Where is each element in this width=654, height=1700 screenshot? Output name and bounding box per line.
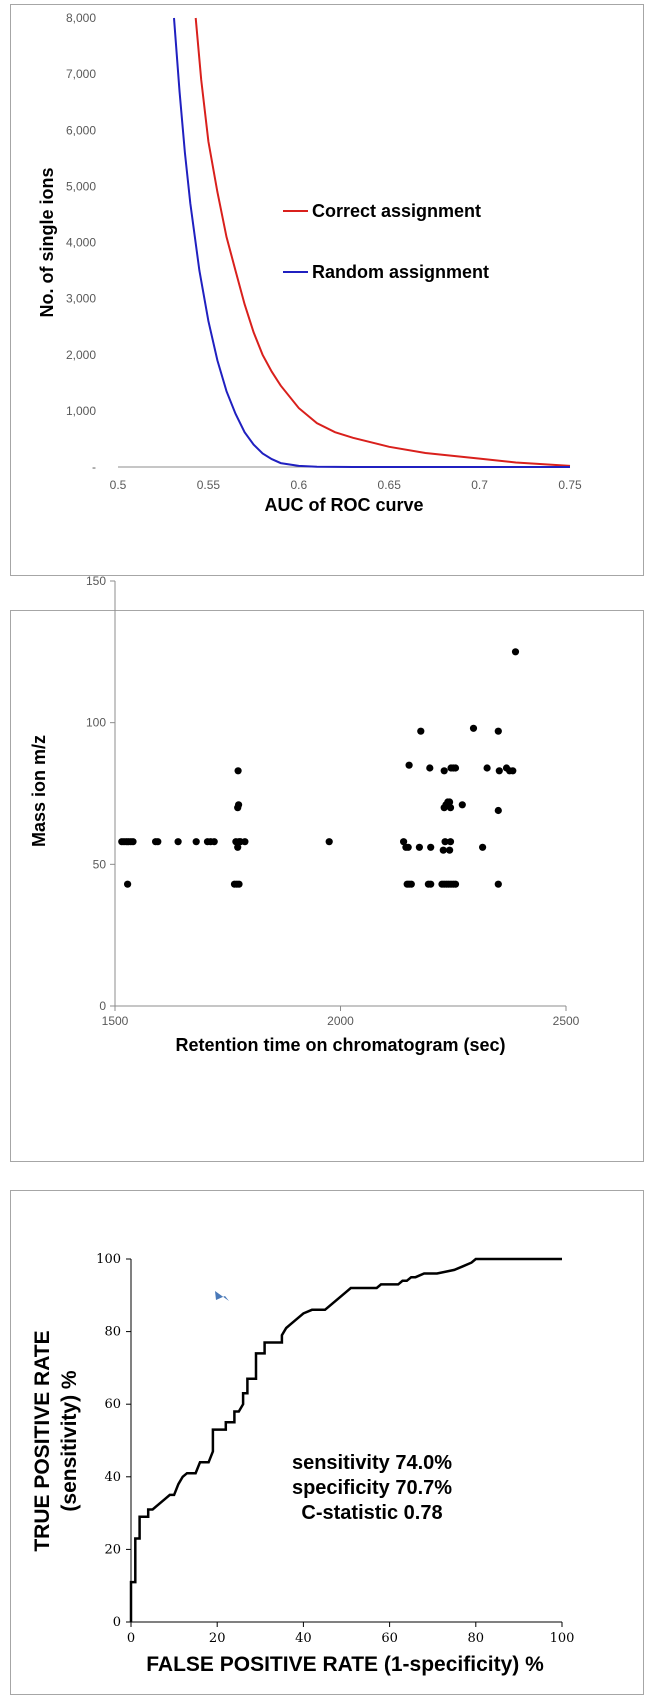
scatter-point — [210, 838, 218, 846]
x-tick-label: 100 — [550, 1631, 575, 1646]
scatter-point — [404, 843, 412, 851]
scatter-point — [451, 764, 460, 772]
scatter-point — [427, 880, 435, 888]
scatter-point — [446, 798, 454, 806]
scatter-point — [174, 838, 182, 846]
y-tick-label: 50 — [93, 857, 107, 871]
scatter-point — [446, 804, 455, 812]
scatter-point — [509, 767, 517, 775]
y-tick-label: 80 — [104, 1325, 121, 1340]
x-axis-title: Retention time on chromatogram (sec) — [175, 1035, 505, 1055]
y-tick-label: 5,000 — [66, 179, 96, 193]
scatter-point — [426, 764, 434, 772]
y-axis-title-line1: TRUE POSITIVE RATE — [31, 1330, 54, 1551]
scatter-point — [417, 727, 425, 735]
legend-label-2: Random assignment — [312, 262, 489, 282]
x-tick-label: 0.7 — [471, 478, 488, 492]
y-tick-label: 100 — [86, 716, 106, 730]
scatter-point — [235, 880, 243, 888]
mass-ion-scatter-panel: 1500 2000 2500 0 50 100 150 Retention time on c… — [10, 574, 644, 1162]
scatter-point — [415, 843, 423, 851]
stat-annotation-3: C-statistic 0.78 — [301, 1502, 442, 1524]
scatter-point — [458, 801, 466, 809]
y-tick-label: 7,000 — [66, 67, 96, 81]
scatter-point — [440, 767, 448, 775]
roc-curve-chart: 0 20 40 60 80 100 0 20 40 60 80 100 FALSE POSITIVE R… — [31, 1252, 575, 1676]
scatter-point — [235, 801, 243, 809]
roc-chart-panel: 0 20 40 60 80 100 0 20 40 60 80 100 FALSE POSITIVE R… — [10, 1190, 644, 1695]
y-tick-label: 60 — [104, 1397, 121, 1412]
x-tick-label: 40 — [295, 1631, 312, 1646]
scatter-point — [400, 838, 408, 846]
scatter-point — [446, 838, 455, 846]
y-tick-label: 8,000 — [66, 11, 96, 25]
scatter-point — [495, 767, 503, 775]
scatter-point — [129, 838, 137, 846]
series-line-1 — [194, 17, 571, 467]
y-axis-title: Mass ion m/z — [29, 735, 49, 847]
scatter-point — [494, 880, 502, 888]
roc-curve-line — [129, 1257, 562, 1622]
x-tick-label: 20 — [209, 1631, 226, 1646]
scatter-point — [469, 724, 478, 732]
scatter-point — [479, 843, 487, 851]
y-tick-label: 0 — [99, 999, 106, 1013]
scatter-point — [405, 761, 413, 769]
scatter-point — [192, 838, 200, 846]
scatter-point — [124, 880, 132, 888]
scatter-point — [483, 764, 491, 772]
x-axis-title: FALSE POSITIVE RATE (1-specificity) % — [146, 1653, 544, 1676]
y-tick-label: 0 — [113, 1615, 121, 1630]
scatter-point — [451, 880, 460, 888]
x-tick-label: 60 — [381, 1631, 398, 1646]
y-tick-label: - — [92, 460, 96, 474]
x-tick-label: 2000 — [327, 1014, 354, 1028]
y-tick-label: 40 — [104, 1470, 121, 1485]
scatter-point — [234, 767, 242, 775]
y-tick-label: 150 — [86, 574, 106, 588]
y-tick-label: 100 — [96, 1252, 121, 1267]
x-tick-label: 0.65 — [378, 478, 402, 492]
x-tick-label: 0 — [127, 1631, 135, 1646]
scatter-point — [494, 727, 502, 735]
scatter-point — [494, 806, 502, 815]
y-tick-label: 6,000 — [66, 123, 96, 137]
y-tick-label: 1,000 — [66, 404, 96, 418]
scatter-point — [511, 648, 520, 656]
series-line-2 — [173, 17, 570, 468]
scatter-point — [234, 843, 242, 851]
y-tick-label: 4,000 — [66, 236, 96, 250]
scatter-point — [407, 880, 415, 888]
scatter-point — [325, 838, 333, 846]
y-tick-label: 2,000 — [66, 348, 96, 362]
mass-ion-scatter-chart: 1500 2000 2500 0 50 100 150 Retention time on c… — [29, 574, 580, 1055]
y-axis-title: No. of single ions — [37, 167, 57, 317]
x-tick-label: 1500 — [102, 1014, 129, 1028]
scatter-point — [241, 838, 249, 846]
scatter-point — [427, 843, 435, 851]
pointer-arrow-icon — [215, 1291, 229, 1301]
scatter-point — [154, 838, 162, 846]
x-axis-title: AUC of ROC curve — [264, 495, 423, 515]
stat-annotation-2: specificity 70.7% — [292, 1477, 452, 1499]
x-tick-label: 0.55 — [197, 478, 221, 492]
x-tick-label: 0.75 — [558, 478, 582, 492]
auc-chart-panel: 0.5 0.55 0.6 0.65 0.7 0.75 - 1,000 2,000 3,000 4,0… — [10, 4, 644, 576]
x-tick-label: 2500 — [553, 1014, 580, 1028]
y-tick-label: 3,000 — [66, 292, 96, 306]
x-tick-label: 0.6 — [290, 478, 307, 492]
x-tick-label: 80 — [468, 1631, 485, 1646]
scatter-point — [441, 838, 449, 846]
y-axis-title-line2: (sensitivity) % — [58, 1370, 81, 1512]
stat-annotation-1: sensitivity 74.0% — [292, 1452, 452, 1474]
x-tick-label: 0.5 — [110, 478, 127, 492]
y-tick-label: 20 — [104, 1542, 121, 1557]
auc-line-chart: 0.5 0.55 0.6 0.65 0.7 0.75 - 1,000 2,000 3,000 4,0… — [37, 11, 582, 515]
scatter-point — [439, 846, 447, 854]
legend-label-1: Correct assignment — [312, 201, 481, 221]
scatter-point — [446, 846, 454, 854]
